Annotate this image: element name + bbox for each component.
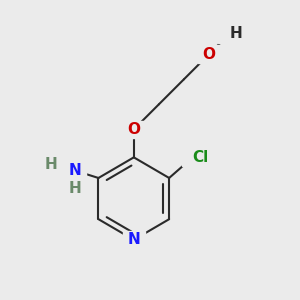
Bar xyxy=(64,179,86,197)
Bar xyxy=(182,148,204,166)
Bar xyxy=(198,46,220,63)
Text: H: H xyxy=(44,157,57,172)
Text: O: O xyxy=(127,122,140,137)
Text: N: N xyxy=(68,163,81,178)
Bar xyxy=(46,156,68,174)
Bar xyxy=(123,121,145,138)
Text: N: N xyxy=(128,232,140,247)
Text: H: H xyxy=(68,181,81,196)
Text: H: H xyxy=(230,26,242,41)
Bar xyxy=(64,162,86,179)
Bar xyxy=(123,231,145,249)
Text: O: O xyxy=(202,47,215,62)
Text: Cl: Cl xyxy=(193,150,209,165)
Bar xyxy=(218,25,241,43)
